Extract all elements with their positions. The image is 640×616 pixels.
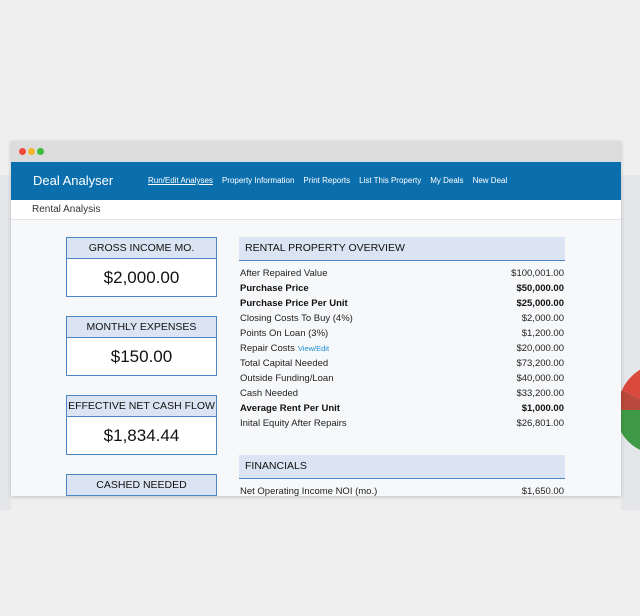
card-value: $150.00 xyxy=(66,338,217,376)
close-dot[interactable] xyxy=(19,148,26,155)
nav-link[interactable]: Property Information xyxy=(221,176,295,185)
stat-card: CASHED NEEDED xyxy=(66,474,217,496)
sub-header: Rental Analysis xyxy=(11,200,621,220)
row-value: $1,200.00 xyxy=(521,328,564,339)
row-value: $33,200.00 xyxy=(516,388,564,399)
row-label: Inital Equity After Repairs xyxy=(240,418,347,429)
data-row: Repair Costs View/Edit $20,000.00 xyxy=(240,343,564,358)
label-text: Repair Costs xyxy=(240,343,295,354)
row-label: Purchase Price xyxy=(240,283,309,294)
stat-card: GROSS INCOME MO. $2,000.00 xyxy=(66,237,217,297)
data-row: Purchase Price Per Unit $25,000.00 xyxy=(240,298,564,313)
row-value: $73,200.00 xyxy=(516,358,564,369)
row-value: $1,000.00 xyxy=(521,403,564,414)
app-window: Deal Analyser Run/Edit Analyses Property … xyxy=(11,141,621,496)
nav-link[interactable]: New Deal xyxy=(472,176,508,185)
nav-link[interactable]: My Deals xyxy=(430,176,464,185)
page-title: Rental Analysis xyxy=(32,204,101,215)
nav-link[interactable]: Run/Edit Analyses xyxy=(148,176,213,185)
card-value: $2,000.00 xyxy=(66,259,217,297)
row-value: $20,000.00 xyxy=(516,343,564,354)
nav-menu: Run/Edit Analyses Property Information Pri… xyxy=(148,176,507,185)
label-text: After Repaired Value xyxy=(240,268,328,279)
row-label: Net Operating Income NOI (mo.) xyxy=(240,486,377,496)
label-text: Total Capital Needed xyxy=(240,358,329,369)
card-title: GROSS INCOME MO. xyxy=(66,237,217,259)
section-header: FINANCIALS xyxy=(239,455,565,479)
label-text: Outside Funding/Loan xyxy=(240,373,334,384)
title-bar xyxy=(11,141,621,162)
data-row: Outside Funding/Loan $40,000.00 xyxy=(240,373,564,388)
row-label: Total Capital Needed xyxy=(240,358,328,369)
row-value: $1,650.00 xyxy=(521,486,564,496)
row-label: Repair Costs View/Edit xyxy=(240,343,329,354)
row-label: Cash Needed xyxy=(240,388,298,399)
label-text: Inital Equity After Repairs xyxy=(240,418,347,429)
data-row: Inital Equity After Repairs $26,801.00 xyxy=(240,418,564,433)
background-pie xyxy=(615,369,640,450)
data-row: Net Operating Income NOI (mo.) $1,650.00 xyxy=(240,486,564,496)
section-header: RENTAL PROPERTY OVERVIEW xyxy=(239,237,565,261)
row-label: Points On Loan (3%) xyxy=(240,328,328,339)
nav-bar: Deal Analyser Run/Edit Analyses Property … xyxy=(11,162,621,200)
data-row: Purchase Price $50,000.00 xyxy=(240,283,564,298)
label-text: Cash Needed xyxy=(240,388,299,399)
row-value: $25,000.00 xyxy=(516,298,564,309)
label-text: Purchase Price xyxy=(240,283,309,294)
row-value: $100,001.00 xyxy=(511,268,564,279)
edit-link[interactable]: View/Edit xyxy=(297,344,330,353)
card-value: $1,834.44 xyxy=(66,417,217,455)
background-sheet xyxy=(0,175,11,510)
row-value: $50,000.00 xyxy=(516,283,564,294)
data-row: Points On Loan (3%) $1,200.00 xyxy=(240,328,564,343)
row-value: $2,000.00 xyxy=(521,313,564,324)
stat-card: EFFECTIVE NET CASH FLOW $1,834.44 xyxy=(66,395,217,455)
row-value: $26,801.00 xyxy=(516,418,564,429)
label-text: Points On Loan (3%) xyxy=(240,328,329,339)
card-title: EFFECTIVE NET CASH FLOW xyxy=(66,395,217,417)
stat-card: MONTHLY EXPENSES $150.00 xyxy=(66,316,217,376)
row-label: Closing Costs To Buy (4%) xyxy=(240,313,353,324)
nav-link[interactable]: List This Property xyxy=(359,176,422,185)
brand: Deal Analyser xyxy=(33,173,114,188)
nav-link[interactable]: Print Reports xyxy=(303,176,351,185)
data-row: Closing Costs To Buy (4%) $2,000.00 xyxy=(240,313,564,328)
row-label: Purchase Price Per Unit xyxy=(240,298,348,309)
data-row: After Repaired Value $100,001.00 xyxy=(240,268,564,283)
label-text: Net Operating Income NOI (mo.) xyxy=(240,486,378,496)
data-row: Total Capital Needed $73,200.00 xyxy=(240,358,564,373)
data-row: Cash Needed $33,200.00 xyxy=(240,388,564,403)
row-label: Average Rent Per Unit xyxy=(240,403,340,414)
card-title: CASHED NEEDED xyxy=(66,474,217,496)
label-text: Purchase Price Per Unit xyxy=(240,298,348,309)
data-row: Average Rent Per Unit $1,000.00 xyxy=(240,403,564,418)
row-label: After Repaired Value xyxy=(240,268,328,279)
minimize-dot[interactable] xyxy=(28,148,35,155)
maximize-dot[interactable] xyxy=(37,148,44,155)
row-label: Outside Funding/Loan xyxy=(240,373,333,384)
card-title: MONTHLY EXPENSES xyxy=(66,316,217,338)
label-text: Average Rent Per Unit xyxy=(240,403,340,414)
row-value: $40,000.00 xyxy=(516,373,564,384)
label-text: Closing Costs To Buy (4%) xyxy=(240,313,353,324)
